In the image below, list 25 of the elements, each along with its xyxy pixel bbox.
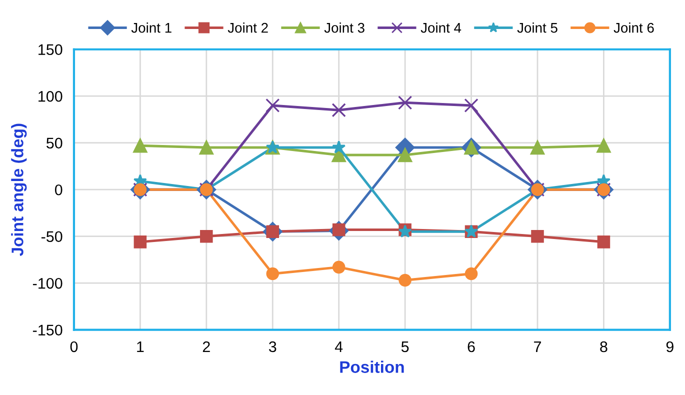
x-tick-label: 2: [202, 341, 210, 352]
x-tick-label: 7: [534, 341, 541, 352]
legend-label: Joint 2: [228, 22, 268, 33]
x-axis-title: Position: [340, 360, 404, 373]
legend-label: Joint 5: [517, 22, 558, 33]
x-tick-label: 1: [137, 341, 144, 352]
x-tick-label: 3: [268, 341, 276, 352]
y-tick-label: -50: [41, 231, 62, 242]
y-tick-label: 0: [54, 184, 62, 196]
legend-label: Joint 6: [614, 22, 654, 33]
legend-label: Joint 4: [420, 22, 462, 33]
legend-label: Joint 3: [324, 22, 364, 33]
x-tick-label: 4: [334, 341, 343, 352]
y-axis-title: Joint angle (deg): [11, 124, 27, 256]
y-tick-label: -100: [32, 278, 62, 289]
y-tick-label: 150: [38, 44, 62, 56]
x-tick-label: 0: [70, 341, 78, 352]
y-tick-label: -150: [32, 324, 62, 336]
x-tick-label: 9: [666, 341, 674, 352]
y-tick-label: 100: [38, 90, 62, 102]
x-tick-label: 6: [468, 341, 475, 352]
x-tick-label: 5: [401, 341, 409, 352]
legend-label: Joint 1: [131, 22, 172, 33]
y-tick-label: 50: [46, 138, 62, 149]
x-tick-label: 8: [600, 341, 608, 352]
